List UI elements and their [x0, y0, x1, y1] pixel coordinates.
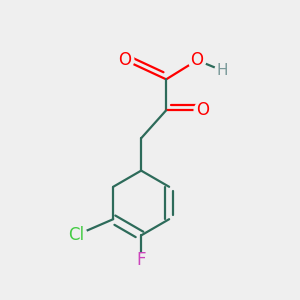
Text: Cl: Cl [68, 226, 84, 244]
Text: H: H [216, 63, 228, 78]
Circle shape [116, 51, 134, 69]
Circle shape [215, 63, 230, 78]
Circle shape [134, 253, 148, 268]
Circle shape [64, 224, 87, 247]
Text: F: F [136, 251, 146, 269]
Text: O: O [118, 51, 131, 69]
Text: O: O [196, 101, 209, 119]
Text: O: O [190, 51, 204, 69]
Circle shape [188, 51, 206, 69]
Circle shape [194, 101, 212, 119]
